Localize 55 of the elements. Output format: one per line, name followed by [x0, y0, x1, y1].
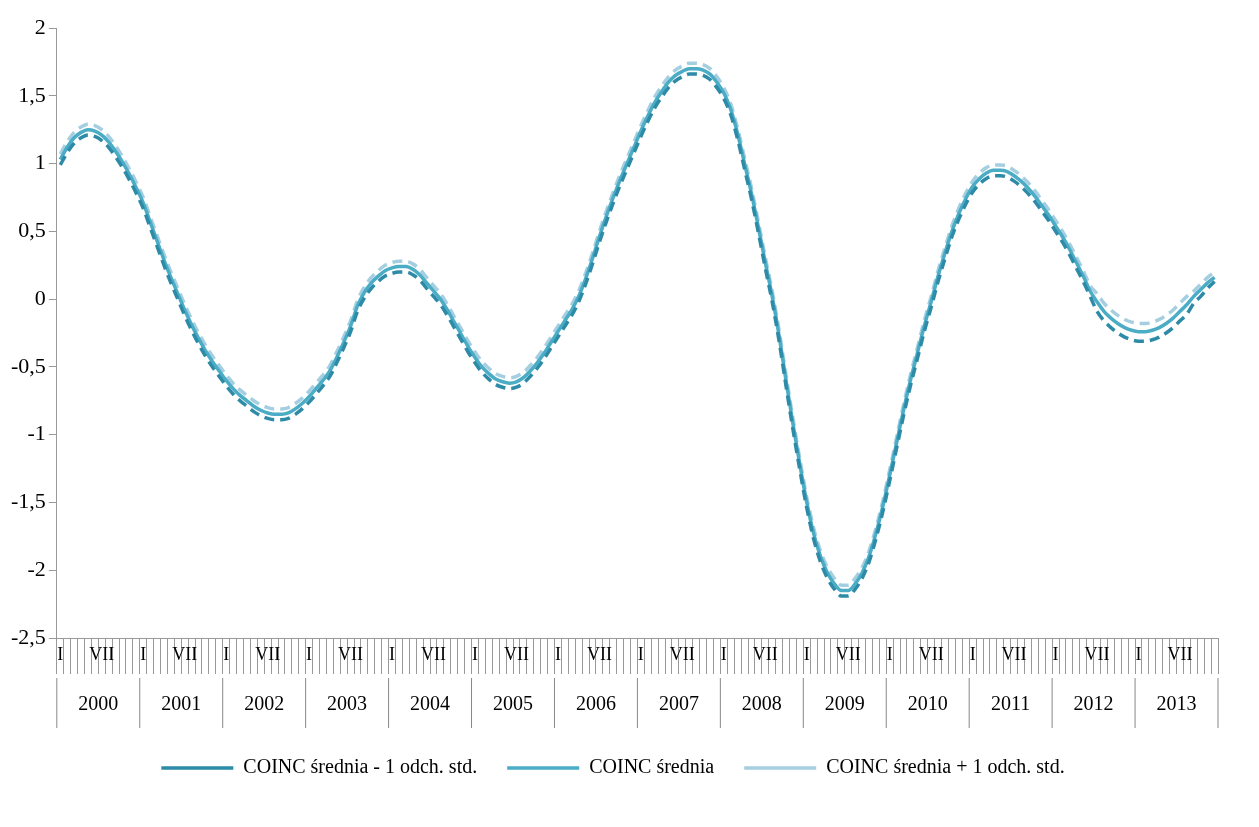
x-tick-label: I [1135, 643, 1142, 664]
x-tick-label: VII [172, 643, 198, 664]
x-tick-label: VII [89, 643, 115, 664]
legend-label: COINC średnia [589, 755, 715, 778]
y-tick-label: -2,5 [11, 623, 46, 649]
y-tick-label: 1,5 [18, 81, 46, 107]
x-tick-label: I [803, 643, 810, 664]
text: 2005 [493, 692, 533, 715]
x-tick-label: I [57, 643, 64, 664]
x-tick-label: VII [338, 643, 364, 664]
x-tick-label: VII [752, 643, 778, 664]
x-tick-label: VII [1167, 643, 1193, 664]
text: 2010 [907, 692, 948, 715]
x-tick-label: I [306, 643, 313, 664]
text: 2000 [78, 692, 119, 715]
y-tick-label: -1 [27, 420, 46, 446]
x-tick-label: VII [1084, 643, 1110, 664]
y-tick-label: 1 [34, 149, 46, 175]
x-tick-label: VII [1001, 643, 1027, 664]
x-tick-label: I [1052, 643, 1059, 664]
x-tick-label: VII [918, 643, 944, 664]
x-tick-label: I [637, 643, 644, 664]
y-tick-label: 0 [34, 284, 46, 310]
text: 2004 [410, 692, 451, 715]
x-tick-label: I [720, 643, 727, 664]
legend-label: COINC średnia + 1 odch. std. [826, 755, 1065, 778]
x-tick-label: I [969, 643, 976, 664]
legend-label: COINC średnia - 1 odch. std. [243, 755, 478, 778]
text: 2012 [1073, 692, 1114, 715]
y-tick-label: 0,5 [18, 217, 46, 243]
x-tick-label: VII [586, 643, 612, 664]
y-tick-label: -0,5 [11, 352, 46, 378]
x-tick-label: I [223, 643, 230, 664]
x-tick-label: VII [255, 643, 281, 664]
text: 2006 [575, 692, 616, 715]
x-tick-label: VII [669, 643, 695, 664]
x-tick-label: I [886, 643, 893, 664]
text: 2009 [824, 692, 865, 715]
x-tick-label: I [389, 643, 396, 664]
x-tick-label: I [554, 643, 561, 664]
text: 2008 [741, 692, 782, 715]
x-tick-label: VII [503, 643, 529, 664]
text: 2013 [1156, 692, 1197, 715]
text: 2001 [161, 692, 202, 715]
x-tick-label: VII [835, 643, 861, 664]
y-tick-label: -1,5 [11, 488, 46, 514]
x-tick-label: I [140, 643, 147, 664]
x-tick-label: I [471, 643, 478, 664]
text: 2007 [658, 692, 699, 715]
text: 2011 [991, 692, 1031, 715]
y-tick-label: -2 [27, 556, 46, 581]
x-tick-label: VII [421, 643, 447, 664]
text: 2002 [244, 692, 285, 715]
text: 2003 [327, 692, 368, 715]
y-tick-label: 2 [34, 13, 46, 39]
